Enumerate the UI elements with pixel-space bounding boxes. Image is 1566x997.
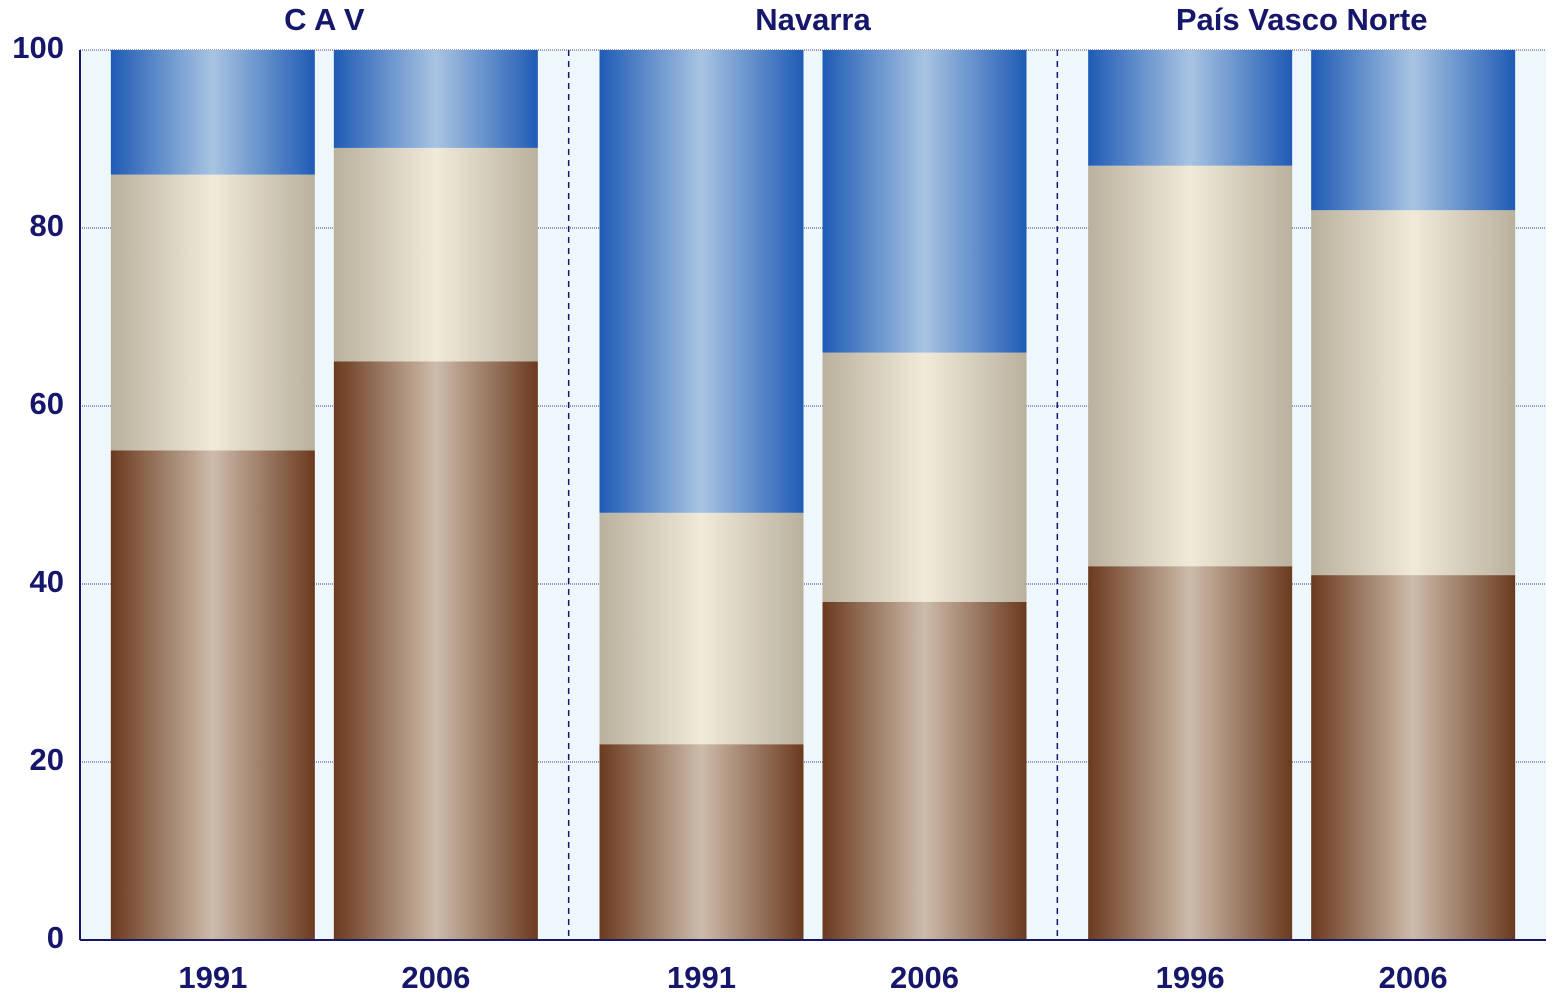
bar-segment [822,601,1027,940]
y-tick-label: 60 [30,386,64,421]
x-tick-label: 2006 [401,960,470,995]
x-tick-label: 1996 [1156,960,1225,995]
x-tick-label: 1991 [667,960,736,995]
bar-segment [822,352,1027,602]
bar-segment [110,174,315,451]
y-tick-label: 100 [12,30,64,65]
bar-segment [110,50,315,175]
y-tick-label: 80 [30,208,64,243]
bar-segment [333,361,538,940]
group-label: C A V [284,2,365,37]
bar-segment [1088,566,1293,940]
bar-segment [599,50,804,513]
x-tick-label: 2006 [890,960,959,995]
bar-segment [599,744,804,940]
bar-segment [1311,50,1516,211]
bar-segment [1088,50,1293,166]
y-tick-label: 20 [30,742,64,777]
x-tick-label: 2006 [1379,960,1448,995]
bar-segment [1311,210,1516,576]
plot-area [80,50,1546,940]
bar-segment [333,50,538,148]
group-label: País Vasco Norte [1176,2,1428,37]
x-tick-label: 1991 [178,960,247,995]
y-tick-label: 40 [30,564,64,599]
bar-segment [599,512,804,745]
bar-segment [110,450,315,940]
bar-segment [1088,165,1293,567]
y-tick-label: 0 [47,920,64,955]
bar-segment [822,50,1027,353]
bar-segment [333,147,538,362]
bar-segment [1311,575,1516,940]
group-label: Navarra [755,2,871,37]
